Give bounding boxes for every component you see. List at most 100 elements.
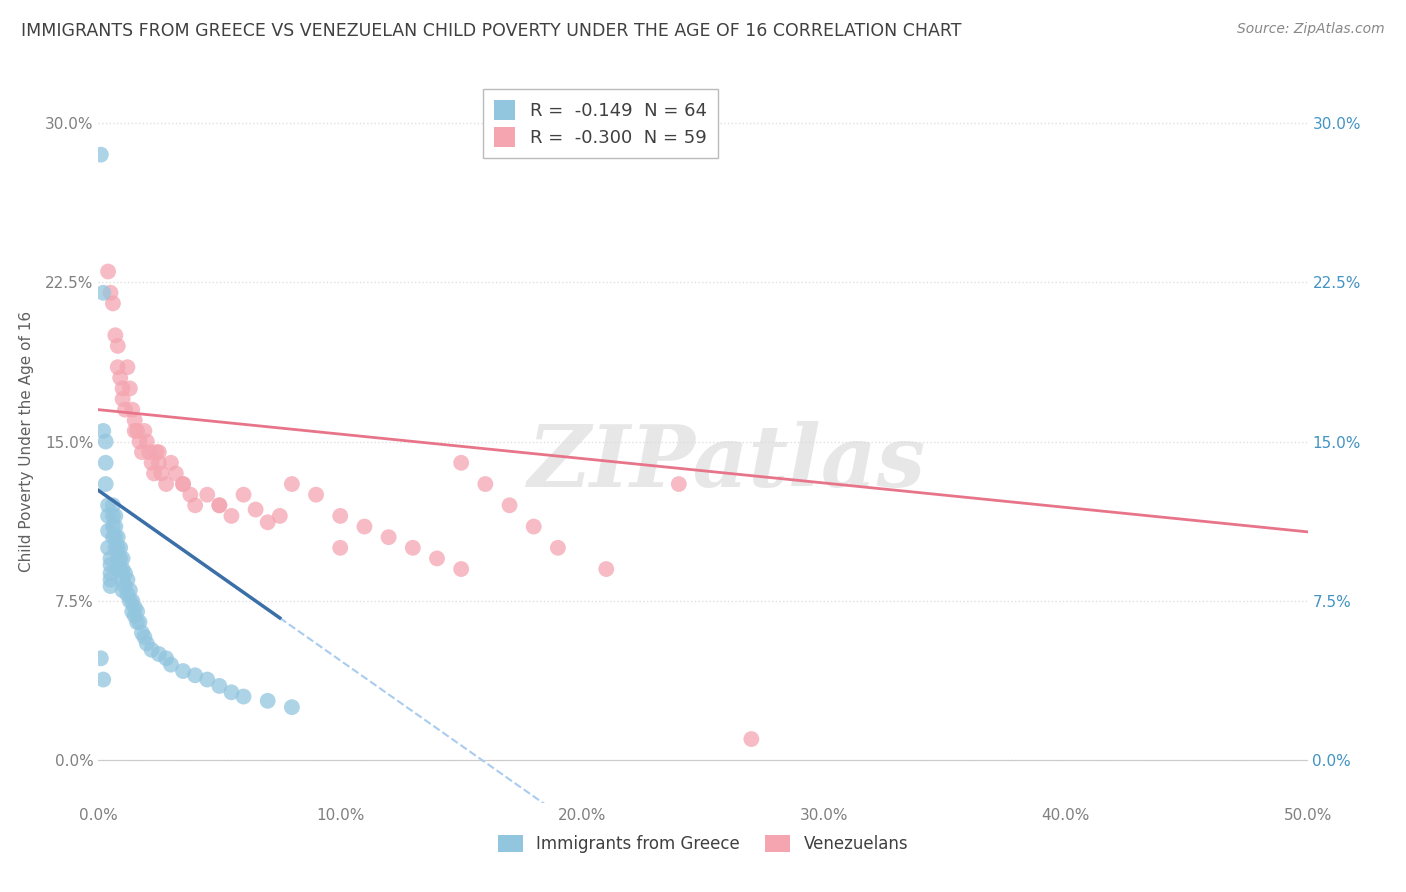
Point [402, 541, 425, 555]
Point [245, 502, 267, 516]
Point [377, 530, 399, 544]
Point [108, 371, 131, 385]
Point [107, 360, 129, 375]
Point [118, 583, 141, 598]
Point [208, 498, 231, 512]
Point [595, 562, 617, 576]
Point [329, 508, 352, 523]
Point [114, 579, 136, 593]
Point [127, 605, 149, 619]
Point [523, 519, 546, 533]
Point [221, 508, 243, 523]
Point [97, 264, 120, 278]
Point [114, 402, 136, 417]
Point [97, 508, 120, 523]
Point [104, 328, 127, 343]
Point [118, 594, 141, 608]
Point [184, 668, 207, 682]
Point [740, 732, 762, 747]
Point [135, 636, 157, 650]
Point [108, 551, 131, 566]
Point [111, 392, 134, 406]
Point [94, 456, 117, 470]
Point [145, 445, 167, 459]
Point [127, 615, 149, 630]
Point [184, 498, 207, 512]
Point [117, 588, 139, 602]
Point [100, 285, 122, 300]
Point [104, 508, 127, 523]
Point [101, 508, 124, 523]
Text: Source: ZipAtlas.com: Source: ZipAtlas.com [1237, 22, 1385, 37]
Point [131, 625, 153, 640]
Point [90, 651, 112, 665]
Point [155, 477, 177, 491]
Point [100, 558, 122, 572]
Point [148, 445, 170, 459]
Point [195, 673, 218, 687]
Point [121, 402, 143, 417]
Point [269, 508, 291, 523]
Point [450, 456, 472, 470]
Point [232, 690, 254, 704]
Point [111, 562, 134, 576]
Point [281, 700, 304, 714]
Point [141, 456, 163, 470]
Point [160, 456, 183, 470]
Point [94, 477, 117, 491]
Point [172, 477, 194, 491]
Point [97, 541, 120, 555]
Point [94, 434, 117, 449]
Point [256, 516, 278, 530]
Point [305, 488, 328, 502]
Point [117, 360, 139, 375]
Point [97, 498, 120, 512]
Point [124, 600, 146, 615]
Point [128, 615, 150, 630]
Point [208, 498, 231, 512]
Point [135, 434, 157, 449]
Point [195, 488, 218, 502]
Point [124, 608, 146, 623]
Point [281, 477, 304, 491]
Point [111, 573, 134, 587]
Point [107, 541, 129, 555]
Point [114, 566, 136, 581]
Text: ZIPatlas: ZIPatlas [529, 421, 927, 505]
Point [100, 551, 122, 566]
Point [100, 573, 122, 587]
Point [155, 651, 177, 665]
Point [498, 498, 520, 512]
Point [131, 445, 153, 459]
Point [90, 147, 112, 161]
Point [118, 381, 141, 395]
Point [148, 456, 170, 470]
Point [91, 424, 114, 438]
Point [101, 296, 124, 310]
Point [143, 467, 166, 481]
Point [121, 594, 143, 608]
Point [104, 541, 127, 555]
Point [101, 530, 124, 544]
Point [100, 566, 122, 581]
Point [111, 551, 134, 566]
Point [128, 434, 150, 449]
Point [148, 647, 170, 661]
Point [101, 519, 124, 533]
Point [101, 498, 124, 512]
Point [172, 664, 194, 678]
Point [179, 488, 201, 502]
Text: IMMIGRANTS FROM GREECE VS VENEZUELAN CHILD POVERTY UNDER THE AGE OF 16 CORRELATI: IMMIGRANTS FROM GREECE VS VENEZUELAN CHI… [21, 22, 962, 40]
Point [111, 583, 134, 598]
Point [104, 519, 127, 533]
Point [160, 657, 183, 672]
Y-axis label: Child Poverty Under the Age of 16: Child Poverty Under the Age of 16 [18, 311, 34, 572]
Point [138, 445, 160, 459]
Point [474, 477, 496, 491]
Point [172, 477, 194, 491]
Point [97, 524, 120, 538]
Point [134, 630, 156, 644]
Point [91, 673, 114, 687]
Point [141, 642, 163, 657]
Point [127, 424, 149, 438]
